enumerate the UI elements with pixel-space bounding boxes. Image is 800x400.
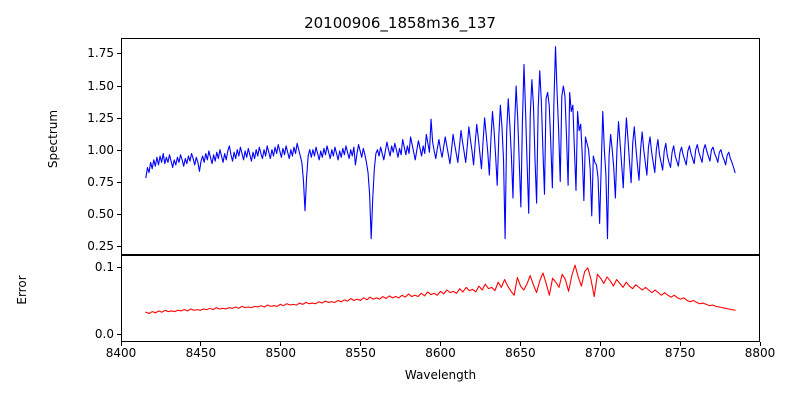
spectrum-ytick-2-mark [117, 181, 121, 183]
spectrum-ytick-4-mark [117, 117, 121, 119]
spectrum-ytick-2-text: 0.75 [87, 174, 114, 189]
spectrum-ytick-5: 1.50 [68, 80, 114, 92]
spectrum-axis-label: Spectrum [46, 109, 60, 169]
spectrum-ytick-4-text: 1.25 [87, 110, 114, 125]
x-tick-8-mark [759, 342, 761, 346]
x-tick-5: 8650 [505, 346, 536, 360]
x-tick-4-mark [440, 342, 441, 346]
error-ytick-0: 0.0 [68, 328, 114, 340]
spectrum-ytick-3-mark [117, 149, 121, 151]
error-ytick-1-text: 0.1 [94, 260, 114, 275]
error-line-chart [145, 264, 736, 315]
x-tick-7-mark [679, 342, 681, 346]
error-ytick-1-mark [117, 267, 121, 269]
spectrum-ytick-1-mark [117, 213, 121, 215]
spectrum-plot-panel [121, 38, 760, 255]
spectrum-ytick-0: 0.25 [68, 240, 114, 252]
error-data-line [145, 264, 736, 315]
error-plot-panel [121, 255, 760, 342]
error-ytick-0-text: 0.0 [94, 326, 114, 341]
x-tick-7: 8750 [664, 346, 696, 360]
spectrum-ytick-0-mark [117, 246, 121, 247]
spectrum-ytick-5-mark [117, 85, 121, 87]
x-tick-6: 8700 [584, 346, 616, 360]
spectrum-ytick-6-mark [117, 53, 121, 55]
x-tick-4: 8600 [425, 346, 456, 360]
x-tick-6-mark [599, 342, 601, 346]
x-tick-0-mark [120, 342, 122, 346]
spectrum-ytick-3-text: 1.00 [87, 142, 114, 157]
spectrum-data-line [145, 46, 736, 240]
spectrum-ytick-0-text: 0.25 [87, 239, 114, 253]
x-tick-3: 8550 [345, 346, 376, 360]
x-tick-2-mark [280, 342, 282, 346]
x-tick-1-mark [200, 342, 202, 346]
x-tick-5-mark [519, 342, 521, 346]
page-title: 20100906_1858m36_137 [304, 14, 496, 32]
error-axis-label: Error [15, 275, 29, 305]
x-tick-0: 8400 [105, 346, 137, 360]
spectrum-ytick-4: 1.25 [68, 112, 114, 124]
spectrum-ytick-3: 1.00 [68, 144, 114, 156]
spectrum-ytick-6-text: 1.75 [87, 46, 114, 61]
x-tick-2: 8500 [265, 346, 297, 360]
spectrum-ytick-6: 1.75 [68, 47, 114, 59]
spectrum-ytick-1-text: 0.50 [87, 206, 114, 221]
spectrum-ytick-5-text: 1.50 [87, 78, 114, 93]
wavelength-axis-label: Wavelength [404, 368, 477, 382]
error-ytick-0-mark [117, 333, 121, 335]
x-tick-8: 8800 [744, 346, 776, 360]
spectrum-ytick-1: 0.50 [68, 208, 114, 220]
error-ytick-1: 0.1 [68, 261, 114, 273]
x-tick-1: 8450 [185, 346, 217, 360]
spectrum-line-chart [145, 46, 736, 240]
x-tick-3-mark [360, 342, 362, 346]
spectrum-ytick-2: 0.75 [68, 176, 114, 188]
